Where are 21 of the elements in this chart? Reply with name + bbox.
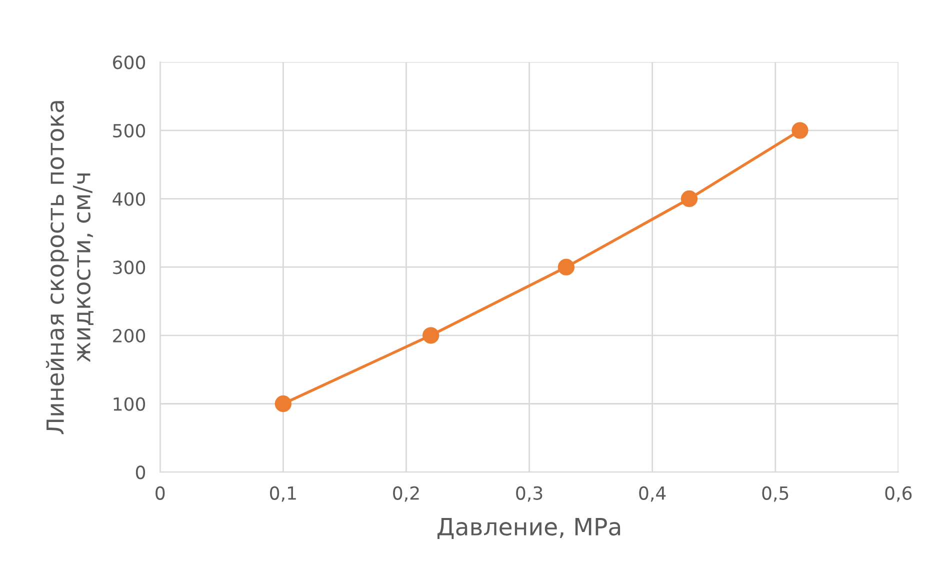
point (680, 190, 698, 208)
point (274, 395, 292, 412)
x-tick-label: 0,6 (885, 486, 912, 502)
point (422, 327, 440, 344)
y-tick-label: 300 (113, 260, 146, 274)
x-tick-label: 0,2 (393, 486, 419, 502)
point (792, 122, 808, 139)
x-tick-label: 0,4 (639, 486, 666, 502)
y-axis-title: Линейная скорость потока жидкости, см/ч (46, 101, 94, 434)
y-tick-label: 500 (113, 124, 146, 138)
y-tick-label: 600 (113, 56, 146, 70)
x-tick-label: 0,3 (516, 486, 542, 502)
y-tick-label: 200 (113, 328, 146, 343)
x-tick-label: 0 (156, 486, 165, 500)
x-tick-label: 0,1 (270, 486, 296, 502)
y-tick-label: 100 (114, 397, 146, 411)
point (558, 258, 575, 276)
x-axis-title: Давление, МРа (438, 518, 620, 539)
x-tick-label: 0,5 (762, 486, 788, 502)
y-tick-label: 400 (112, 192, 146, 206)
y-tick-label: 0 (136, 466, 146, 480)
